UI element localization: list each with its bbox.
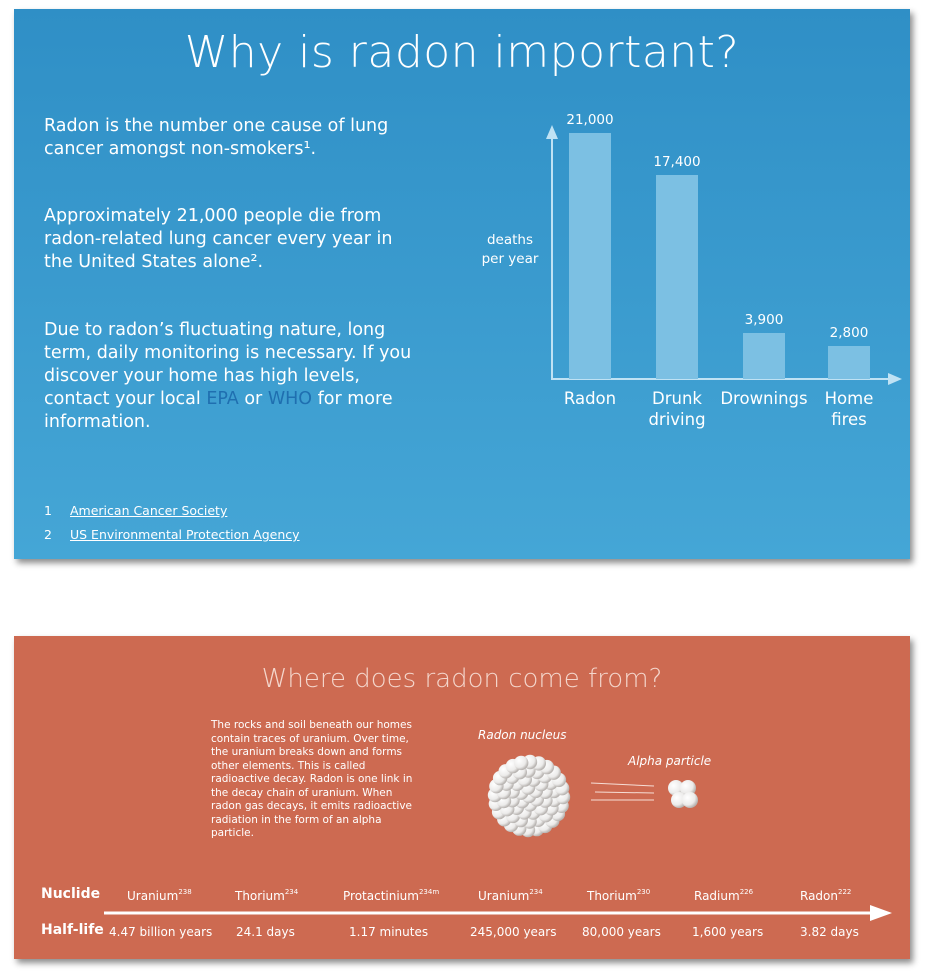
paragraph-leading-cause: Radon is the number one cause of lung ca… (44, 116, 389, 159)
nuclide-name-6: Radon (800, 889, 838, 903)
nuclide-mass-2: 234m (418, 888, 440, 896)
radon-nucleus-label: Radon nucleus (478, 728, 567, 742)
nuclide-mass-4: 230 (636, 888, 651, 896)
chart-axes (546, 125, 902, 385)
motion-line-2 (594, 791, 655, 794)
motion-line-1 (590, 782, 655, 787)
category-label-2-line-0: Drownings (720, 389, 808, 408)
nuclide-2: Protactinium234m (343, 888, 439, 903)
nuclide-mass-3: 234 (529, 888, 543, 896)
nuclide-row-label: Nuclide (41, 886, 101, 902)
slide-radon-origin: Where does radon come from? The rocks an… (14, 636, 910, 959)
category-label-0: Radon (535, 388, 645, 409)
who-link[interactable]: WHO (267, 389, 313, 409)
half-life-1: 24.1 days (236, 925, 295, 939)
nuclide-mass-0: 238 (178, 888, 192, 896)
category-label-3-line-0: Home (824, 389, 874, 408)
half-life-3: 245,000 years (470, 925, 557, 939)
reference-1-number: 1 (44, 503, 52, 518)
bar-1 (656, 175, 698, 379)
p3-text-mid: or (238, 389, 268, 409)
x-axis-arrowhead (888, 373, 902, 385)
bar-value-label-3: 2,800 (829, 325, 869, 342)
nuclide-name-0: Uranium (127, 889, 179, 903)
category-label-0-line-0: Radon (563, 389, 617, 408)
alpha-particle-label: Alpha particle (628, 754, 712, 768)
half-life-6: 3.82 days (800, 925, 859, 939)
nuclide-0: Uranium238 (127, 888, 192, 903)
nuclide-mass-6: 222 (838, 888, 852, 896)
y-axis-label: deaths per year (478, 231, 542, 269)
bar-3 (828, 346, 870, 379)
category-label-1-line-1: driving (648, 410, 706, 429)
radon-nucleus-icon (487, 754, 571, 838)
epa-link[interactable]: EPA (206, 389, 239, 409)
category-label-3: Home fires (794, 388, 904, 430)
nuclide-name-5: Radium (694, 889, 740, 903)
slide2-title: Where does radon come from? (261, 664, 663, 694)
alpha-particle-icon (668, 780, 698, 808)
y-axis-label-line-2: per year (481, 251, 539, 267)
slide1-title: Why is radon important? (184, 27, 740, 78)
reference-1-link[interactable]: American Cancer Society (70, 503, 228, 518)
nuclide-6: Radon222 (800, 888, 851, 903)
nuclide-4: Thorium230 (587, 888, 650, 903)
reference-1: 1 American Cancer Society (44, 503, 227, 518)
half-life-row-label: Half-life (41, 922, 104, 938)
reference-2: 2 US Environmental Protection Agency (44, 527, 300, 542)
nuclide-name-4: Thorium (587, 889, 637, 903)
nuclide-name-2: Protactinium (343, 889, 419, 903)
motion-lines (590, 782, 655, 801)
y-axis-label-line-1: deaths (486, 232, 534, 248)
decay-description: The rocks and soil beneath our homes con… (211, 719, 413, 839)
category-label-2: Drownings (709, 388, 819, 409)
decay-diagram (487, 754, 698, 838)
half-life-2: 1.17 minutes (349, 925, 429, 939)
decay-chain-arrowhead (870, 905, 892, 921)
bar-value-label-0: 21,000 (566, 112, 614, 128)
category-label-1: Drunk driving (622, 388, 732, 430)
nuclide-1: Thorium234 (235, 888, 298, 903)
nuclide-mass-1: 234 (284, 888, 299, 896)
nuclide-mass-5: 226 (739, 888, 754, 896)
paragraph-monitoring: Due to radon’s fluctuating nature, long … (44, 319, 424, 434)
category-label-3-line-1: fires (831, 410, 867, 429)
decay-chain-arrow (104, 905, 892, 921)
bar-value-label-1: 17,400 (653, 154, 701, 171)
nuclide-3: Uranium234 (478, 888, 543, 903)
half-life-5: 1,600 years (692, 925, 764, 939)
nuclide-name-3: Uranium (478, 889, 530, 903)
p3-text-before: Due to radon’s fluctuating nature, long … (44, 320, 412, 409)
nuclide-name-1: Thorium (235, 889, 285, 903)
reference-2-link[interactable]: US Environmental Protection Agency (70, 527, 300, 542)
bar-0 (569, 133, 611, 379)
bar-2 (743, 333, 785, 379)
bar-value-label-2: 3,900 (744, 312, 784, 329)
reference-2-number: 2 (44, 527, 52, 542)
slide-radon-importance: Why is radon important? Radon is the num… (14, 9, 910, 559)
category-label-1-line-0: Drunk (652, 389, 702, 408)
deaths-bar-chart: deaths per year 21,000 Radon 17,400 Drunk dr… (474, 109, 904, 449)
paragraph-death-count: Approximately 21,000 people die from rad… (44, 206, 393, 272)
y-axis-arrowhead (546, 125, 558, 139)
half-life-4: 80,000 years (582, 925, 661, 939)
half-life-0: 4.47 billion years (109, 925, 213, 939)
p3-text-after: for more information. (44, 389, 393, 432)
nuclide-5: Radium226 (694, 888, 753, 903)
